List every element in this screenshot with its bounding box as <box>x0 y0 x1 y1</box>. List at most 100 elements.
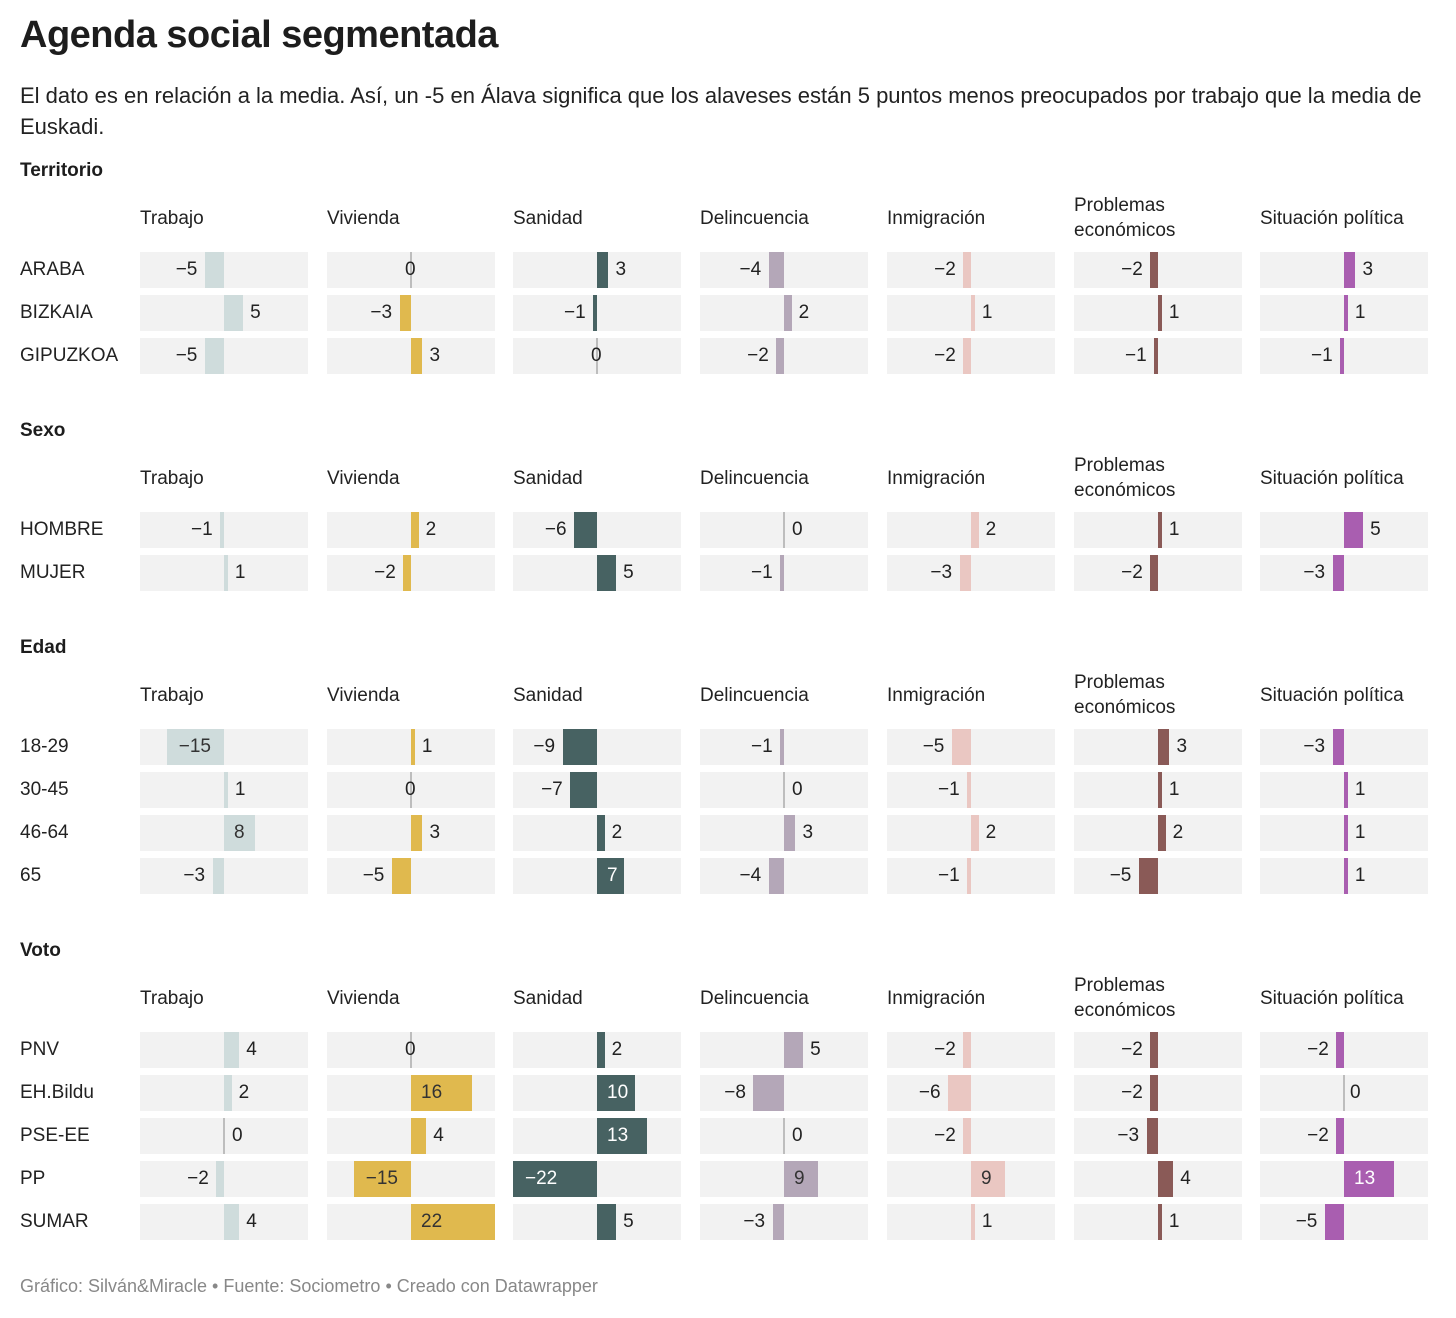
value-label: 3 <box>1176 736 1188 757</box>
bar-cell: 0 <box>700 512 868 548</box>
bar <box>1344 772 1348 808</box>
bar <box>1343 1075 1345 1111</box>
bar <box>971 512 979 548</box>
bar <box>224 1032 240 1068</box>
value-label: −6 <box>918 1082 941 1103</box>
bar-cell: 1 <box>1074 512 1242 548</box>
value-label: 4 <box>246 1039 257 1060</box>
bar <box>784 1161 819 1197</box>
value-label: 13 <box>1354 1168 1376 1189</box>
bar <box>562 729 597 765</box>
value-label: 0 <box>1350 1082 1361 1103</box>
bar <box>768 858 784 894</box>
bar-cell: 0 <box>700 772 868 808</box>
bar-cell: 2 <box>887 815 1055 851</box>
bar-cell: 3 <box>327 815 495 851</box>
bar <box>410 252 412 288</box>
bar-cell: 3 <box>513 252 681 288</box>
bar-cell: 1 <box>887 295 1055 331</box>
value-label: −2 <box>1121 1082 1143 1103</box>
value-label: 5 <box>623 562 634 583</box>
value-label: −2 <box>1121 259 1143 280</box>
value-label: −15 <box>178 736 211 757</box>
value-label: 1 <box>1168 519 1180 540</box>
bar <box>1158 512 1162 548</box>
bar-cell: 13 <box>513 1118 681 1154</box>
bar-cell: 2 <box>327 512 495 548</box>
value-label: 1 <box>1354 822 1366 843</box>
group-voto: Voto Trabajo Vivienda Sanidad Delincuencia In… <box>0 940 1456 1247</box>
bar <box>963 338 971 374</box>
bar-cell: −2 <box>887 1032 1055 1068</box>
value-label: −6 <box>544 519 567 540</box>
bar <box>1324 1204 1344 1240</box>
value-label: −2 <box>187 1168 209 1189</box>
bar <box>220 512 224 548</box>
column-header: Vivienda <box>327 684 400 706</box>
bar <box>1150 555 1158 591</box>
bar-cell: 4 <box>327 1118 495 1154</box>
bar-cell: −7 <box>513 772 681 808</box>
bar-cell: 2 <box>140 1075 308 1111</box>
chart-title: Agenda social segmentada <box>20 14 498 56</box>
bar-cell: −9 <box>513 729 681 765</box>
bar <box>971 295 975 331</box>
bar <box>963 252 971 288</box>
value-label: −3 <box>930 562 953 583</box>
bar <box>1150 1075 1158 1111</box>
bar <box>224 815 255 851</box>
bar <box>411 338 423 374</box>
bar-cell: 5 <box>513 1204 681 1240</box>
value-label: −5 <box>1109 865 1132 886</box>
value-label: 13 <box>607 1125 629 1146</box>
bar-cell: −2 <box>1260 1032 1428 1068</box>
value-label: 5 <box>250 302 261 323</box>
value-label: −2 <box>1307 1039 1329 1060</box>
column-header: Inmigración <box>887 684 986 706</box>
bar-cell: −2 <box>1260 1118 1428 1154</box>
bar-cell: −4 <box>700 858 868 894</box>
bar-cell: −3 <box>887 555 1055 591</box>
bar <box>1154 338 1158 374</box>
bar <box>212 858 224 894</box>
bar <box>597 252 609 288</box>
column-header: Sanidad <box>513 207 583 229</box>
bar <box>1138 858 1158 894</box>
bar-cell: −2 <box>887 1118 1055 1154</box>
bar-cell: −2 <box>327 555 495 591</box>
value-label: −5 <box>1295 1211 1318 1232</box>
value-label: 8 <box>234 822 245 843</box>
bar <box>1158 1161 1174 1197</box>
value-label: 2 <box>611 822 623 843</box>
value-label: −3 <box>1303 562 1326 583</box>
bar <box>1158 815 1166 851</box>
bar <box>784 815 796 851</box>
bar <box>216 1161 224 1197</box>
chart-footer: Gráfico: Silván&Miracle • Fuente: Sociom… <box>20 1276 598 1296</box>
value-label: 1 <box>234 779 246 800</box>
bar <box>410 1032 412 1068</box>
value-label: 1 <box>421 736 433 757</box>
bar-cell: −3 <box>1260 729 1428 765</box>
bar <box>411 512 419 548</box>
bar <box>753 1075 784 1111</box>
bar-cell: 0 <box>327 252 495 288</box>
column-header: Situación política <box>1260 684 1404 706</box>
value-label: −1 <box>750 562 773 583</box>
bar <box>948 1075 971 1111</box>
bar <box>971 815 979 851</box>
chart-subtitle: El dato es en relación a la media. Así, … <box>20 83 1422 139</box>
value-label: 3 <box>429 822 441 843</box>
value-label: −15 <box>365 1168 398 1189</box>
bar-cell: 0 <box>1260 1075 1428 1111</box>
value-label: 1 <box>1354 302 1366 323</box>
bar-cell: −5 <box>1260 1204 1428 1240</box>
bar-cell: 0 <box>327 772 495 808</box>
group-title: Sexo <box>20 420 66 441</box>
row-label: BIZKAIA <box>20 302 93 323</box>
bar-cell: −6 <box>887 1075 1055 1111</box>
bar <box>597 1204 617 1240</box>
row-label: ARABA <box>20 259 85 280</box>
bar-cell: 7 <box>513 858 681 894</box>
bar <box>597 815 605 851</box>
